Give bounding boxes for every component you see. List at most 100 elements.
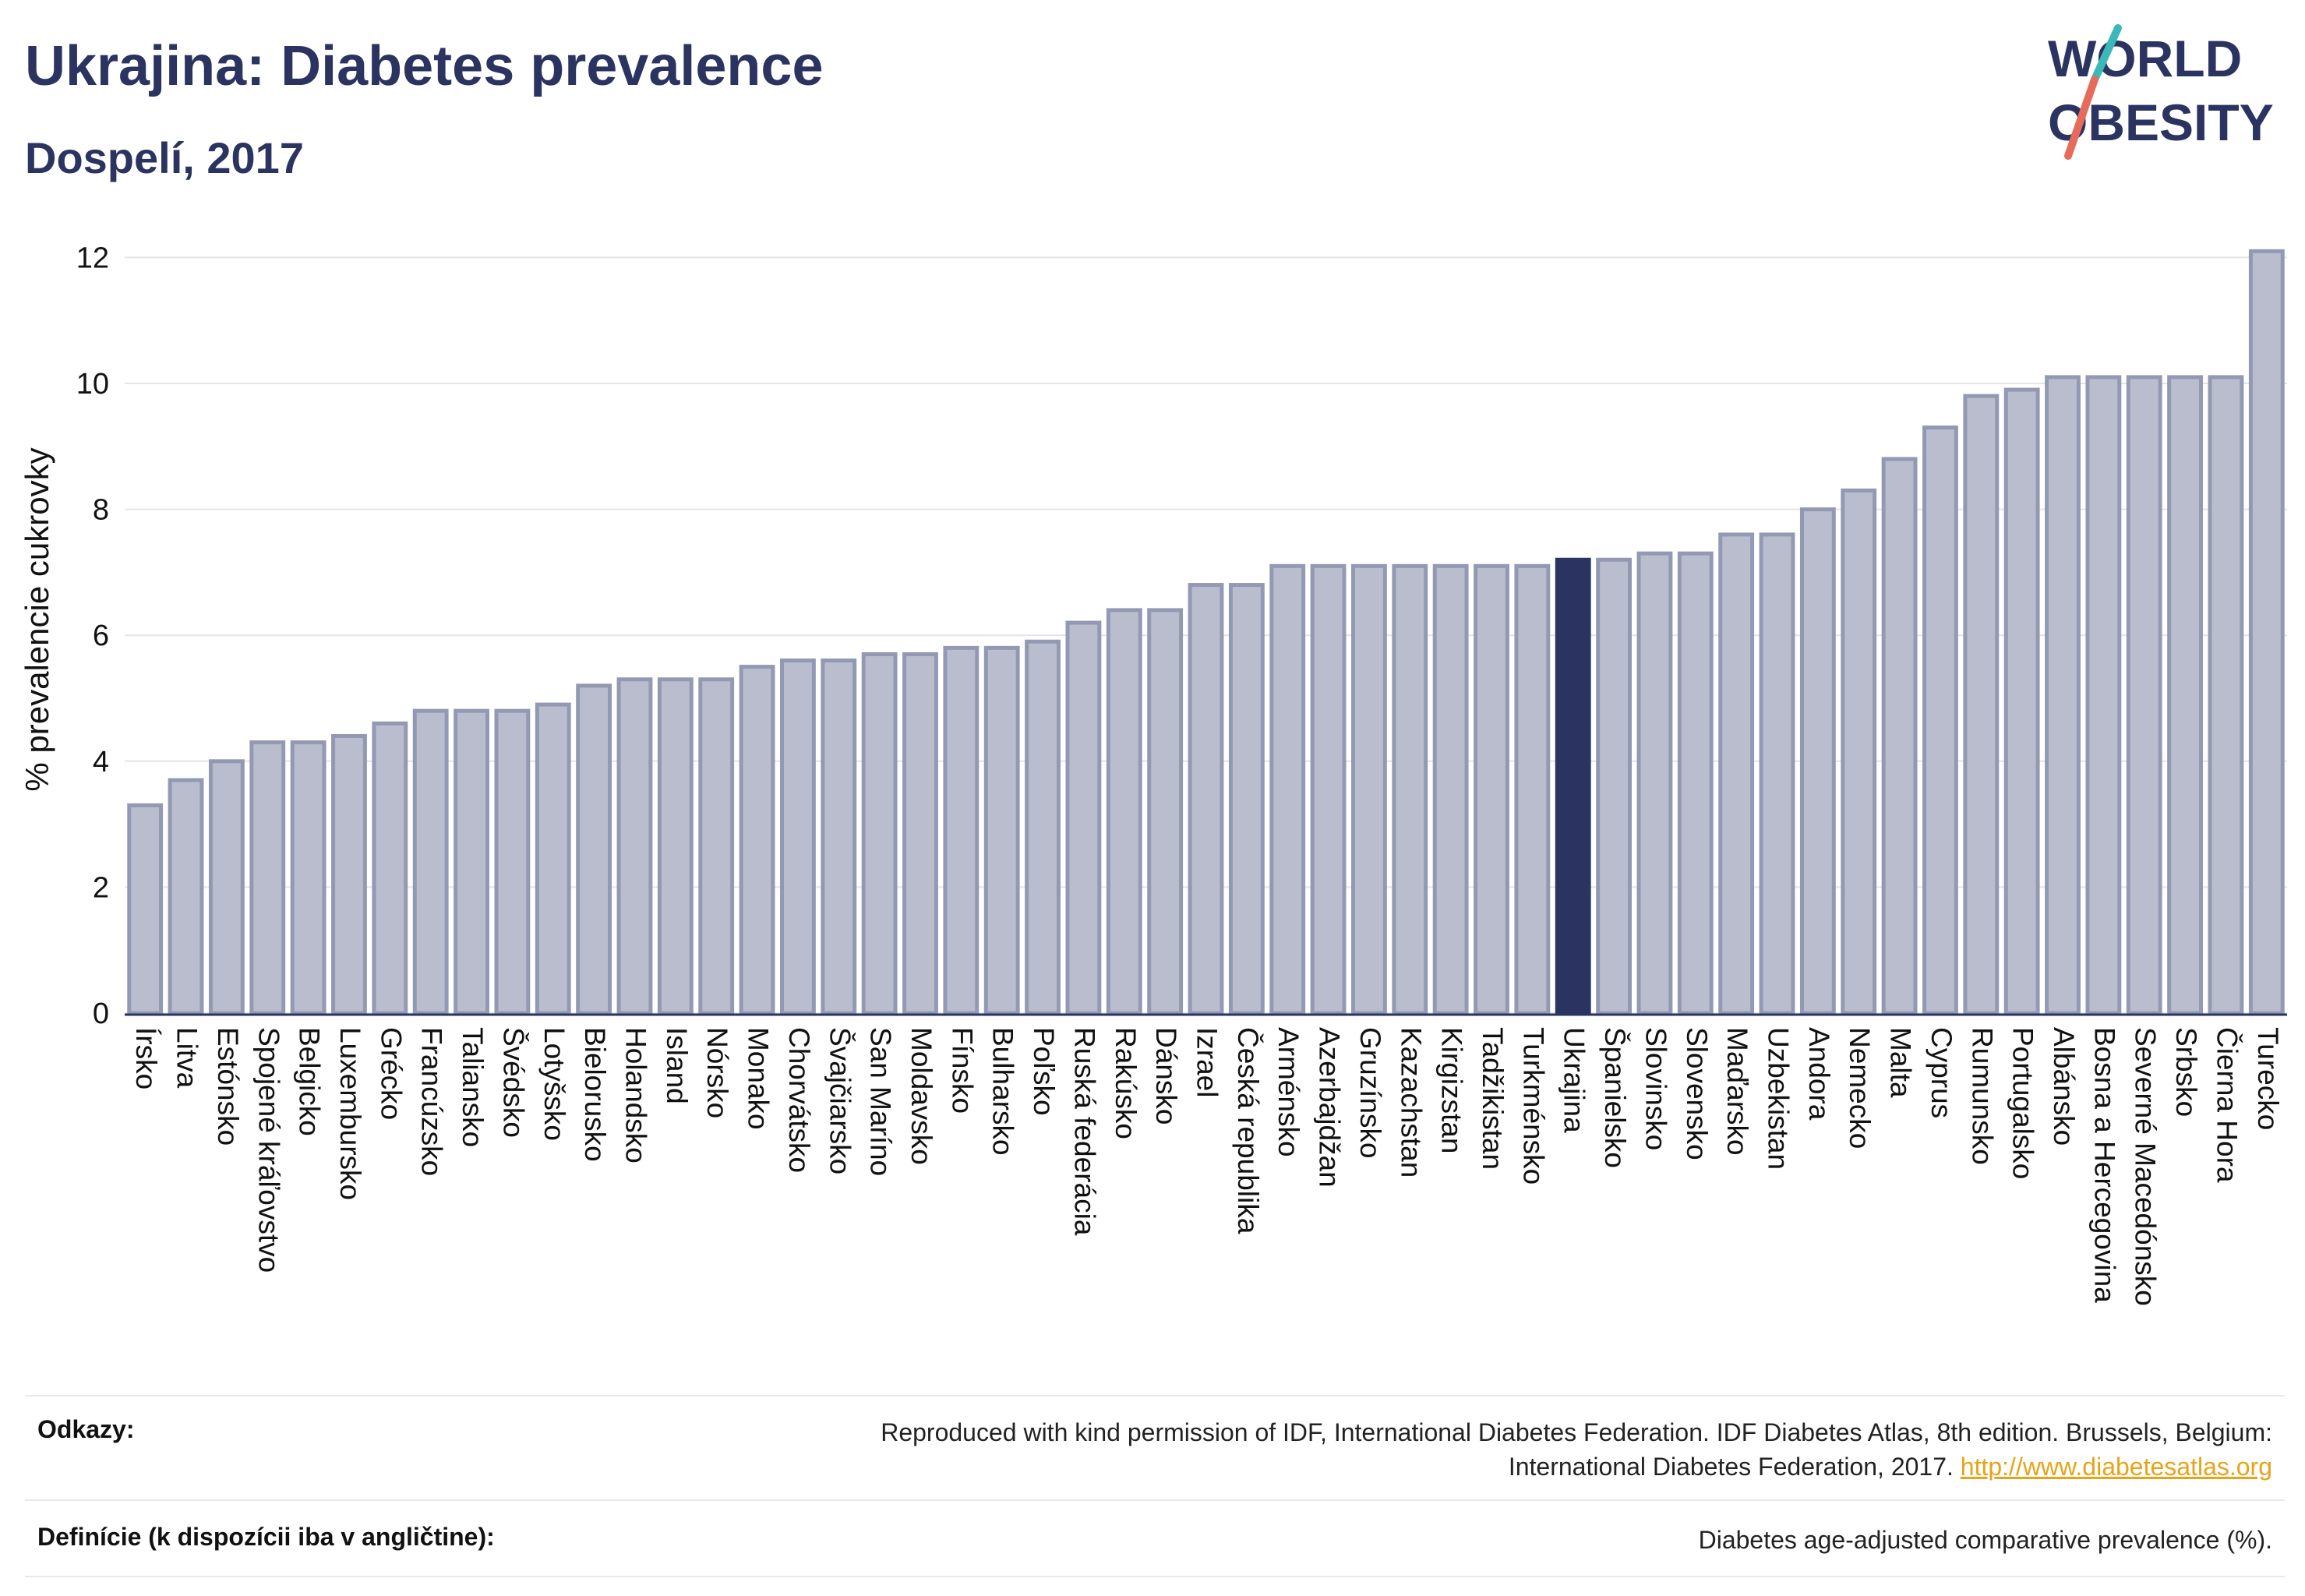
x-tick-label: Bosna a Hercegovina xyxy=(2088,1027,2120,1303)
bar-lotyšsko[interactable] xyxy=(535,702,571,1015)
x-tick-label: Poľsko xyxy=(1028,1027,1060,1116)
bar-francúzsko[interactable] xyxy=(412,708,449,1015)
bar-švédsko[interactable] xyxy=(494,708,531,1015)
bar-nemecko[interactable] xyxy=(1841,488,1877,1015)
bar-cyprus[interactable] xyxy=(1922,425,1958,1015)
x-tick-label: Francúzsko xyxy=(416,1027,448,1176)
bar-monako[interactable] xyxy=(739,665,775,1015)
x-tick-label: Ruská federácia xyxy=(1068,1027,1100,1236)
bar-ruská-federácia[interactable] xyxy=(1065,620,1102,1015)
bar-bielorusko[interactable] xyxy=(576,683,612,1015)
bar-turkménsko[interactable] xyxy=(1514,563,1551,1015)
x-tick-label: Albánsko xyxy=(2048,1027,2080,1146)
bar-turecko[interactable] xyxy=(2248,249,2285,1015)
x-tick-label: Moldavsko xyxy=(905,1027,937,1165)
bar-švajčiarsko[interactable] xyxy=(821,659,857,1015)
definition-text: Diabetes age-adjusted comparative preval… xyxy=(1698,1526,2272,1554)
bar-kazachstan[interactable] xyxy=(1392,563,1428,1015)
bar-chorvátsko[interactable] xyxy=(779,659,816,1015)
bar-kirgizstan[interactable] xyxy=(1432,563,1469,1015)
bar-česká-republika[interactable] xyxy=(1228,583,1265,1015)
sources-link[interactable]: http://www.diabetesatlas.org xyxy=(1960,1453,2272,1481)
x-tick-label: Kirgizstan xyxy=(1436,1027,1468,1153)
bar-estónsko[interactable] xyxy=(208,759,245,1015)
x-tick-label: Turecko xyxy=(2252,1027,2284,1130)
bar-bosna-a-hercegovina[interactable] xyxy=(2085,375,2122,1015)
x-tick-label: Írsko xyxy=(130,1027,162,1089)
logo-slash-coral xyxy=(2064,76,2099,160)
bar-luxembursko[interactable] xyxy=(331,733,367,1015)
bar-slovinsko[interactable] xyxy=(1636,551,1673,1015)
bars xyxy=(127,249,2285,1015)
x-tick-label: Čierna Hora xyxy=(2211,1027,2243,1183)
sources-row: Odkazy: Reproduced with kind permission … xyxy=(25,1395,2285,1499)
bar-srbsko[interactable] xyxy=(2167,375,2204,1015)
definition-row: Definície (k dispozícii iba v angličtine… xyxy=(25,1499,2285,1577)
sources-text-line1: Reproduced with kind permission of IDF, … xyxy=(881,1418,2272,1446)
logo-slash-teal xyxy=(2091,24,2122,83)
definition-label: Definície (k dispozícii iba v angličtine… xyxy=(37,1523,495,1551)
x-tick-label: Arménsko xyxy=(1273,1027,1304,1157)
bar-uzbekistan[interactable] xyxy=(1759,532,1795,1015)
bar-andora[interactable] xyxy=(1799,507,1836,1015)
bar-san-maríno[interactable] xyxy=(861,651,898,1015)
logo-line1: WORLD xyxy=(2048,30,2242,87)
bar-nórsko[interactable] xyxy=(698,677,735,1015)
footer: Odkazy: Reproduced with kind permission … xyxy=(25,1395,2285,1577)
bar-poľsko[interactable] xyxy=(1025,639,1061,1015)
y-axis-ticks: 0 2 4 6 8 10 12 xyxy=(76,242,109,1030)
x-tick-label: Malta xyxy=(1885,1027,1917,1098)
bar-island[interactable] xyxy=(657,677,694,1015)
x-tick-label: Litva xyxy=(171,1027,203,1089)
bar-tadžikistan[interactable] xyxy=(1474,563,1509,1015)
bar-taliansko[interactable] xyxy=(454,708,489,1015)
x-tick-label: Nemecko xyxy=(1844,1027,1876,1149)
x-tick-label: Monako xyxy=(743,1027,775,1130)
bar-holandsko[interactable] xyxy=(616,677,653,1015)
x-tick-label: Kazachstan xyxy=(1395,1027,1427,1178)
x-tick-label: Ukrajina xyxy=(1558,1027,1590,1133)
bar-portugalsko[interactable] xyxy=(2003,387,2040,1015)
x-tick-label: Slovensko xyxy=(1681,1027,1713,1160)
y-tick-label: 12 xyxy=(76,242,109,274)
x-tick-label: Gruzínsko xyxy=(1354,1027,1386,1159)
x-axis-labels: Írsko Litva Estónsko Spojené kráľovstvo Belg… xyxy=(130,1027,2284,1306)
bar-severné-macedónsko[interactable] xyxy=(2126,375,2162,1015)
bar-gruzínsko[interactable] xyxy=(1351,563,1387,1015)
x-tick-label: Luxembursko xyxy=(334,1027,366,1200)
y-tick-label: 8 xyxy=(93,494,109,527)
x-tick-label: Andora xyxy=(1803,1027,1835,1121)
x-tick-label: Island xyxy=(661,1027,693,1104)
bar-izrael[interactable] xyxy=(1188,583,1224,1015)
bar-bulharsko[interactable] xyxy=(983,645,1020,1015)
bar-španielsko[interactable] xyxy=(1596,557,1633,1015)
bar-fínsko[interactable] xyxy=(943,645,980,1015)
x-tick-label: Severné Macedónsko xyxy=(2130,1027,2162,1306)
y-tick-label: 10 xyxy=(76,368,109,401)
bar-grécko[interactable] xyxy=(372,721,408,1015)
bar-čierna-hora[interactable] xyxy=(2208,375,2244,1015)
bar-arménsko[interactable] xyxy=(1269,563,1306,1015)
bar-moldavsko[interactable] xyxy=(902,651,938,1015)
bar-spojené-kráľovstvo[interactable] xyxy=(249,740,286,1015)
bar-litva[interactable] xyxy=(168,778,204,1015)
x-tick-label: Azerbajdžan xyxy=(1314,1027,1346,1188)
bar-rakúsko[interactable] xyxy=(1106,608,1142,1015)
chart-subtitle: Dospelí, 2017 xyxy=(25,133,304,182)
bar-írsko[interactable] xyxy=(127,803,164,1015)
bar-rumunsko[interactable] xyxy=(1963,394,2000,1015)
y-tick-label: 2 xyxy=(93,871,109,904)
bar-malta[interactable] xyxy=(1881,457,1918,1015)
bar-azerbajdžan[interactable] xyxy=(1310,563,1347,1015)
bar-dánsko[interactable] xyxy=(1147,608,1184,1015)
bar-slovensko[interactable] xyxy=(1677,551,1714,1015)
bar-ukrajina[interactable] xyxy=(1555,557,1591,1015)
bar-maďarsko[interactable] xyxy=(1718,532,1755,1015)
world-obesity-logo[interactable]: WORLD OBESITY xyxy=(2034,23,2291,164)
bar-albánsko[interactable] xyxy=(2045,375,2081,1015)
x-tick-label: Portugalsko xyxy=(2007,1027,2039,1179)
x-tick-label: Tadžikistan xyxy=(1477,1027,1509,1170)
x-tick-label: Švédsko xyxy=(497,1027,529,1138)
bar-belgicko[interactable] xyxy=(290,740,327,1015)
x-tick-label: San Maríno xyxy=(865,1027,897,1176)
